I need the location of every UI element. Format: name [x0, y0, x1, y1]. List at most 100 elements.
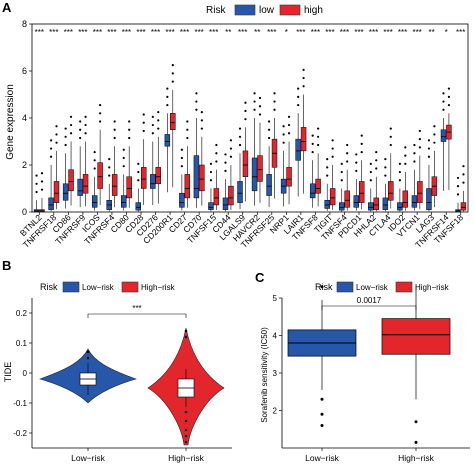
panel-a-box [184, 174, 191, 199]
panel-a-outlier [113, 128, 116, 131]
panel-a-outlier [171, 80, 174, 83]
panel-b-outlier [184, 428, 188, 432]
panel-a-significance-mark: *** [238, 28, 247, 37]
panel-a-outlier [331, 139, 334, 142]
panel-a-outlier [287, 132, 291, 135]
panel-a-outlier [282, 141, 285, 144]
panel-a-outlier [55, 125, 58, 128]
panel-a-box [257, 155, 263, 182]
panel-a-outlier [195, 108, 198, 111]
panel-a-outlier [418, 146, 421, 149]
panel-a-outlier [69, 123, 73, 127]
panel-a-outlier [418, 138, 421, 141]
panel-a-outlier [389, 135, 392, 138]
panel-a-outlier [311, 134, 314, 137]
panel-a-ytick-label: 2 [22, 160, 27, 170]
panel-a-box [111, 174, 118, 196]
panel-a-significance-mark: *** [325, 28, 334, 37]
panel-c-box [381, 318, 451, 355]
panel-a-outlier [166, 103, 169, 107]
panel-a-outlier [456, 185, 460, 188]
panel-a-outlier [224, 169, 227, 172]
panel-a-box [411, 195, 418, 208]
panel-b-plot: 0.2 0.1 0 -0.1 -0.2 Low−risk High−risk *** [13, 298, 232, 463]
panel-a-outlier [49, 155, 53, 158]
panel-b-legend-high-label: High−risk [141, 283, 176, 292]
panel-a-outlier [79, 128, 82, 131]
panel-a-box [208, 202, 214, 210]
panel-a-outlier [413, 152, 416, 155]
panel-c-xtick-label: Low−risk [305, 453, 340, 463]
panel-a-legend-title: Risk [206, 5, 226, 16]
panel-c-ytick-label: 4 [273, 332, 278, 341]
panel-a-outlier [427, 139, 431, 142]
panel-a-box [242, 150, 249, 177]
panel-b-outlier [184, 410, 188, 414]
panel-a-box [309, 183, 316, 199]
panel-a-outlier [326, 174, 329, 177]
panel-a-outlier [200, 111, 203, 114]
panel-a-significance-mark: * [285, 28, 288, 37]
panel-a-outlier [93, 150, 96, 154]
panel-a-outlier [311, 142, 314, 145]
panel-a-outlier [302, 68, 305, 71]
panel-b-legend-low-key [62, 281, 80, 293]
panel-a-box [426, 188, 432, 210]
panel-b-outlier [184, 335, 188, 339]
panel-a-legend-low-key [234, 4, 256, 16]
panel-a-significance-mark: *** [107, 28, 116, 37]
panel-a-box [251, 157, 258, 192]
panel-a-ytick-label: 6 [22, 66, 27, 76]
panel-a-significance-mark: *** [64, 28, 73, 37]
panel-c-ytick-label: 3 [273, 369, 278, 378]
panel-a-outlier [215, 160, 218, 163]
panel-a-outlier [93, 167, 96, 170]
panel-a-box [344, 190, 350, 208]
panel-a-box [417, 181, 423, 203]
panel-a-plot: 02468***BTNL2***TNFRSF18***CD86***TNFRSF… [18, 19, 469, 250]
panel-a-outlier [64, 127, 67, 130]
panel-a-outlier [346, 152, 349, 155]
panel-b-outlier [184, 440, 188, 444]
panel-a-outlier [433, 141, 436, 144]
panel-c-legend-title: Risk [315, 282, 333, 292]
panel-c-ytick-label: 5 [273, 294, 278, 303]
panel-a-outlier [84, 132, 87, 135]
panel-a-outlier [157, 127, 160, 130]
panel-c-legend-high-key [395, 281, 413, 293]
panel-c-legend-high-label: High−risk [415, 283, 450, 292]
panel-a-outlier [195, 92, 198, 95]
panel-a-outlier [238, 135, 242, 138]
panel-a-outlier [346, 160, 349, 163]
panel-a-outlier [122, 165, 125, 168]
panel-a-outlier [433, 125, 436, 128]
panel-a-box [373, 197, 379, 210]
panel-a-outlier [238, 143, 242, 147]
panel-a-legend-low-label: low [259, 5, 275, 16]
panel-a-outlier [108, 174, 111, 177]
panel-a-box [353, 195, 360, 208]
panel-c-plot: 2 3 4 5 Low−risk High−risk 0.0017 [273, 285, 470, 463]
panel-a-outlier [55, 141, 58, 144]
panel-b-label: B [2, 258, 11, 273]
panel-a-outlier [317, 143, 320, 147]
panel-a-significance-mark: *** [35, 28, 44, 37]
panel-a-outlier [244, 101, 247, 104]
panel-a-outlier [267, 136, 271, 140]
panel-a-box [82, 174, 89, 194]
panel-a-box [237, 181, 243, 203]
panel-a-outlier [64, 143, 67, 147]
panel-a-outlier [137, 170, 140, 174]
panel-a-box [300, 127, 307, 152]
panel-a-outlier [384, 166, 387, 169]
panel-a-outlier [229, 155, 233, 158]
panel-a-outlier [282, 125, 285, 128]
panel-a-box [222, 197, 229, 210]
panel-a-significance-mark: *** [383, 28, 392, 37]
panel-a-outlier [244, 118, 247, 121]
panel-a-outlier [215, 143, 218, 147]
panel-a-outlier [142, 121, 145, 124]
panel-a-outlier [166, 87, 169, 90]
panel-b-outlier [184, 419, 188, 423]
panel-a-box [295, 138, 301, 161]
